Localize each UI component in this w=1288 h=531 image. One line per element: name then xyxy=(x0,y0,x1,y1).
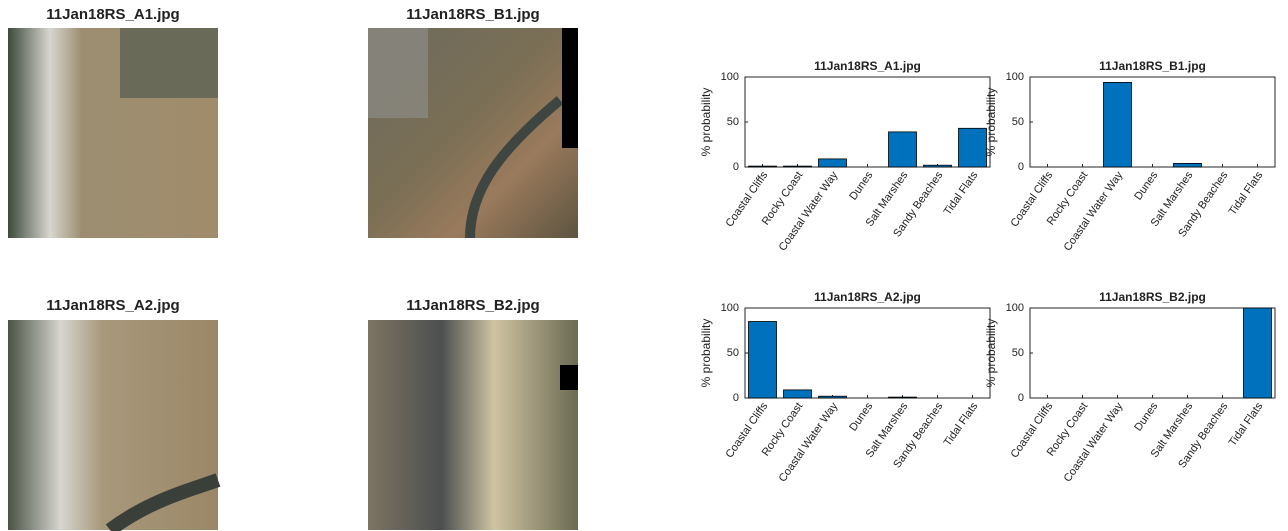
bar xyxy=(819,396,847,398)
y-tick-label: 0 xyxy=(1018,392,1024,404)
bar xyxy=(959,128,987,167)
bar xyxy=(889,132,917,167)
photo xyxy=(8,28,218,238)
y-tick-label: 50 xyxy=(1012,116,1024,128)
chart-title: 11Jan18RS_B2.jpg xyxy=(1099,290,1206,304)
bar xyxy=(819,159,847,167)
bar xyxy=(1174,163,1202,167)
y-axis-label: % probability xyxy=(699,88,713,157)
y-tick-label: 100 xyxy=(721,71,739,83)
plot-area xyxy=(745,77,990,167)
figure: 11Jan18RS_A1.jpg 11Jan18RS_B1.jpg 11Jan18R… xyxy=(0,0,1288,531)
chart-title: 11Jan18RS_A1.jpg xyxy=(814,59,921,73)
x-tick-label: Dunes xyxy=(847,400,875,433)
photo xyxy=(368,320,578,530)
bar xyxy=(924,165,952,167)
plot-area xyxy=(1030,308,1275,398)
chart-title: 11Jan18RS_B1.jpg xyxy=(1099,59,1206,73)
y-tick-label: 0 xyxy=(733,392,739,404)
y-axis-label: % probability xyxy=(699,319,713,388)
chart-title: 11Jan18RS_A2.jpg xyxy=(814,290,921,304)
bar xyxy=(889,397,917,398)
x-tick-label: Dunes xyxy=(1132,400,1160,433)
bar xyxy=(1244,308,1272,398)
bar xyxy=(749,322,777,399)
y-tick-label: 100 xyxy=(721,302,739,314)
y-tick-label: 0 xyxy=(1018,161,1024,173)
figure-canvas: 11Jan18RS_A1.jpg 11Jan18RS_B1.jpg 11Jan18R… xyxy=(0,0,1288,531)
y-tick-label: 0 xyxy=(733,161,739,173)
y-tick-label: 50 xyxy=(1012,347,1024,359)
x-tick-label: Tidal Flats xyxy=(1227,169,1266,218)
x-tick-label: Dunes xyxy=(1132,169,1160,202)
x-tick-label: Dunes xyxy=(847,169,875,202)
image-title: 11Jan18RS_A2.jpg xyxy=(46,297,179,314)
y-axis-label: % probability xyxy=(984,88,998,157)
bar xyxy=(749,166,777,167)
image-title: 11Jan18RS_A1.jpg xyxy=(46,6,179,23)
x-tick-label: Tidal Flats xyxy=(1227,400,1266,449)
bar xyxy=(784,166,812,167)
x-tick-label: Tidal Flats xyxy=(942,400,981,449)
photo xyxy=(368,28,578,238)
bar xyxy=(1104,82,1132,167)
photo xyxy=(8,320,218,530)
plot-area xyxy=(745,308,990,398)
y-tick-label: 50 xyxy=(727,347,739,359)
y-tick-label: 100 xyxy=(1006,302,1024,314)
y-axis-label: % probability xyxy=(984,319,998,388)
plot-area xyxy=(1030,77,1275,167)
bar xyxy=(784,390,812,398)
y-tick-label: 100 xyxy=(1006,71,1024,83)
x-tick-label: Tidal Flats xyxy=(942,169,981,218)
y-tick-label: 50 xyxy=(727,116,739,128)
image-title: 11Jan18RS_B2.jpg xyxy=(406,297,539,314)
image-title: 11Jan18RS_B1.jpg xyxy=(406,6,539,23)
